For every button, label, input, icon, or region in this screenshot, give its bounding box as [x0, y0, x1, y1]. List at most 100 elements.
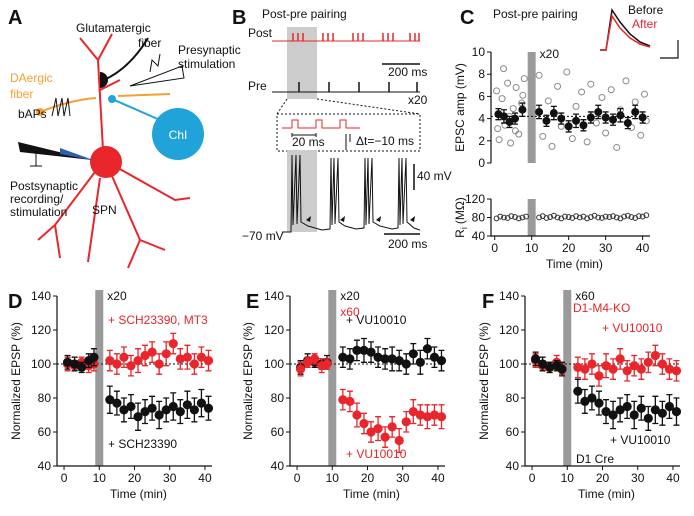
label: ChI — [169, 128, 188, 142]
label: Post — [248, 26, 273, 40]
x-tick-label: 30 — [631, 471, 645, 485]
pre-stim — [298, 82, 418, 92]
point — [615, 354, 625, 364]
series-label: + VU10010 — [346, 447, 407, 461]
point — [594, 398, 604, 408]
inset-trace — [600, 14, 651, 51]
x-tick-label: 10 — [561, 471, 575, 485]
y-tick-label: 4 — [478, 112, 485, 126]
panel-label: C — [460, 7, 474, 29]
point — [643, 413, 653, 423]
point — [562, 213, 568, 220]
point — [119, 405, 129, 415]
label: bAPs — [18, 107, 47, 121]
point — [338, 395, 348, 405]
y-tick-label: 40 — [472, 229, 486, 243]
stim-symbol — [149, 53, 161, 73]
point — [394, 435, 404, 446]
panel-label: B — [232, 7, 246, 29]
y-tick-label: 60 — [271, 425, 285, 439]
series-label: + SCH23390, MT3 — [108, 313, 208, 327]
y-tick-label: 100 — [264, 357, 284, 371]
point — [594, 371, 604, 381]
point — [133, 412, 143, 422]
point — [592, 119, 600, 127]
point — [594, 107, 603, 116]
y-tick-label: 140 — [499, 289, 519, 303]
point — [554, 214, 561, 221]
point — [576, 214, 583, 221]
y-tick-label: 140 — [31, 289, 51, 303]
x-tick-label: 0 — [529, 471, 536, 485]
point — [203, 403, 214, 413]
point — [650, 350, 660, 361]
point — [436, 356, 447, 366]
point — [322, 359, 332, 369]
point — [565, 214, 572, 220]
y-tick-label: 60 — [506, 425, 520, 439]
point — [580, 396, 590, 406]
x-tick-label: 30 — [163, 471, 177, 485]
point — [512, 214, 518, 220]
point — [203, 356, 214, 366]
point — [154, 410, 164, 420]
label: −70 mV — [242, 229, 284, 243]
x-axis-label: Time (min) — [578, 487, 635, 501]
point — [105, 356, 115, 366]
pairing-bar — [527, 199, 536, 236]
y-tick-label: 40 — [506, 459, 520, 473]
x-tick-label: 30 — [396, 471, 410, 485]
point — [636, 403, 646, 413]
point — [401, 417, 411, 427]
label: stimulation — [10, 205, 67, 219]
panel-label: E — [246, 291, 259, 313]
series-label: + VU10010 — [610, 433, 671, 447]
y-axis-label: Ri (MΩ) — [453, 197, 469, 238]
panel-a: Glutamatergic fiber Presynaptic stimulat… — [10, 21, 241, 269]
pairing-label: x20 — [107, 289, 127, 303]
y-tick-label: 40 — [38, 459, 52, 473]
y-axis-label: EPSC amp (mV) — [453, 63, 467, 152]
y-axis-label-part: R — [453, 229, 467, 238]
x-tick-label: 20 — [128, 471, 142, 485]
point — [573, 213, 579, 220]
series-label: + VU10010 — [602, 321, 663, 335]
point — [338, 352, 348, 362]
point — [373, 352, 383, 362]
x-tick-label: 20 — [596, 471, 610, 485]
point — [643, 212, 650, 219]
y-tick-label: 120 — [264, 323, 284, 337]
y-tick-label: 80 — [506, 391, 520, 405]
point — [573, 362, 583, 372]
synapse — [100, 72, 108, 88]
point — [657, 408, 667, 418]
y-axis-label: Normalized EPSP (%) — [9, 322, 23, 440]
point — [643, 357, 653, 367]
panel-b: Post-pre pairing Post 200 ms Pre x20 20 … — [242, 7, 452, 251]
point — [535, 71, 543, 79]
point — [511, 127, 519, 135]
legend-label: After — [632, 17, 657, 31]
scale-bar — [660, 40, 679, 59]
point — [380, 432, 390, 442]
point — [504, 79, 512, 87]
point — [112, 398, 122, 408]
point — [415, 357, 425, 367]
point — [601, 361, 611, 371]
point — [189, 405, 199, 415]
x-tick-label: 40 — [198, 471, 212, 485]
point — [501, 214, 507, 221]
chart: x60 40 60 80 100 120 140 0 10 20 30 40 Normalized EP… — [477, 289, 682, 501]
point — [189, 359, 199, 369]
x-tick-label: 10 — [93, 471, 107, 485]
y-tick-label: 100 — [31, 357, 51, 371]
point — [586, 113, 595, 122]
y-tick-label: 140 — [264, 289, 284, 303]
series-label: D1 Cre — [576, 452, 614, 466]
point — [359, 418, 369, 429]
point — [352, 345, 362, 355]
point — [671, 366, 682, 376]
point — [572, 116, 581, 125]
label: fiber — [138, 36, 161, 50]
y-tick-label: 10 — [472, 45, 486, 59]
